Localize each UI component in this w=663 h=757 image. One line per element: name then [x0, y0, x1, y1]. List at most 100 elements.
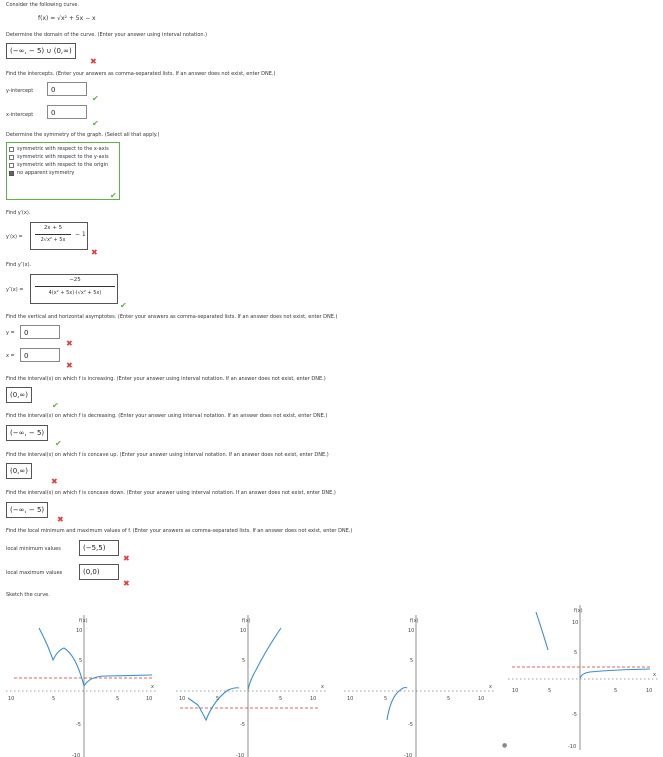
decreasing-prompt: Find the interval(s) on which f is decre…: [6, 413, 328, 419]
function-definition: f(x) = √x² + 5x − x: [38, 15, 96, 22]
local-max-answer[interactable]: (0,0): [79, 564, 119, 580]
tick-label: 5: [116, 696, 119, 702]
curve: [386, 686, 408, 721]
increasing-prompt: Find the interval(s) on which f is incre…: [6, 376, 326, 382]
fprime-prompt: Find y′(x).: [6, 210, 31, 216]
tick-label: 10: [8, 696, 14, 702]
decreasing-answer[interactable]: (−∞, − 5): [6, 425, 49, 441]
increasing-answer[interactable]: (0,∞): [6, 387, 32, 403]
tick-label: -10: [72, 753, 80, 757]
sketch-option-graph-1[interactable]: f(x) 10 5 10 5 5 10 x -5 -10: [6, 610, 156, 757]
asymptotes-prompt: Find the vertical and horizontal asympto…: [6, 314, 338, 320]
tick-label: 5: [216, 696, 219, 702]
wrong-icon: ✖: [91, 248, 98, 257]
correct-icon: ✔: [55, 439, 62, 448]
extrema-prompt: Find the local minimum and maximum value…: [6, 528, 353, 534]
checkbox[interactable]: [9, 154, 14, 160]
y-intercept-input[interactable]: 0: [47, 82, 87, 96]
wrong-icon: ✖: [66, 361, 73, 370]
wrong-icon: ✖: [57, 515, 64, 524]
x-axis-label: x: [653, 672, 656, 678]
x-intercept-input[interactable]: 0: [47, 105, 87, 119]
asymptote-y-label: y =: [6, 330, 15, 336]
curve: [187, 687, 240, 722]
fraction-bar: [35, 286, 115, 287]
correct-icon: ✔: [92, 94, 99, 103]
fdoubleprime-denominator: 4(x² + 5x)·(√x² + 5x): [48, 290, 102, 296]
x-axis-label: x: [321, 684, 324, 690]
wrong-icon: ✖: [123, 579, 130, 588]
y-axis-label: f(x): [79, 618, 88, 624]
curve: [247, 627, 282, 691]
domain-prompt: Determine the domain of the curve. (Ente…: [6, 32, 208, 38]
fdoubleprime-label: y″(x) =: [6, 287, 24, 293]
concave-up-answer[interactable]: (0,∞): [6, 463, 32, 479]
wrong-icon: ✖: [90, 57, 97, 66]
intro-text: Consider the following curve.: [6, 2, 80, 8]
fraction-bar: [35, 234, 71, 235]
correct-icon: ✔: [120, 301, 127, 310]
tick-label: 10: [646, 688, 652, 694]
asymptote-y-input[interactable]: 0: [20, 325, 60, 339]
tick-label: 10: [347, 696, 353, 702]
fdoubleprime-answer[interactable]: −25 4(x² + 5x)·(√x² + 5x): [30, 274, 118, 304]
curve: [535, 611, 549, 651]
sketch-prompt: Sketch the curve.: [6, 592, 50, 598]
tick-label: 10: [478, 696, 484, 702]
fdoubleprime-numerator: −25: [69, 277, 81, 283]
tick-label: 10: [408, 628, 414, 634]
checkbox-checked[interactable]: [9, 170, 14, 176]
checkbox[interactable]: [9, 162, 14, 168]
tick-label: 5: [548, 688, 551, 694]
correct-icon: ✔: [92, 119, 99, 128]
concave-up-prompt: Find the interval(s) on which f is conca…: [6, 452, 329, 458]
concave-down-prompt: Find the interval(s) on which f is conca…: [6, 490, 336, 496]
tick-label: -10: [404, 753, 412, 757]
symmetry-option[interactable]: symmetric with respect to the origin: [7, 161, 119, 169]
tick-label: 5: [410, 658, 413, 664]
x-axis-label: x: [489, 684, 492, 690]
local-min-answer[interactable]: (−5,5): [79, 540, 119, 556]
symmetry-option[interactable]: symmetric with respect to the x-axis: [7, 145, 119, 153]
fprime-answer[interactable]: 2x + 5 2√x² + 5x − 1: [30, 222, 88, 250]
tick-label: -5: [76, 722, 81, 728]
tick-label: 5: [52, 696, 55, 702]
x-intercept-label: x-intercept: [6, 112, 34, 118]
asymptote-x-input[interactable]: 0: [20, 348, 60, 362]
wrong-icon: ✖: [66, 339, 73, 348]
checkbox[interactable]: [9, 146, 14, 152]
fprime-label: y′(x) =: [6, 234, 23, 240]
local-min-label: local minimum values: [6, 546, 61, 552]
tick-label: -5: [572, 712, 577, 718]
fdoubleprime-prompt: Find y″(x).: [6, 262, 32, 268]
tick-label: 5: [79, 658, 82, 664]
y-axis-label: f(x): [410, 618, 419, 624]
tick-label: 5: [574, 650, 577, 656]
tick-label: 10: [512, 688, 518, 694]
wrong-icon: ✖: [123, 554, 130, 563]
symmetry-prompt: Determine the symmetry of the graph. (Se…: [6, 132, 160, 138]
tick-label: 10: [179, 696, 185, 702]
symmetry-option[interactable]: symmetric with respect to the y-axis: [7, 153, 119, 161]
curve: [38, 627, 153, 688]
correct-icon: ✔: [52, 401, 59, 410]
tick-label: 5: [384, 696, 387, 702]
symmetry-options: symmetric with respect to the x-axis sym…: [6, 142, 120, 200]
symmetry-option[interactable]: no apparent symmetry: [7, 169, 119, 177]
asymptote-x-label: x =: [6, 353, 15, 359]
concave-down-answer[interactable]: (−∞, − 5): [6, 502, 49, 518]
selected-radio-icon[interactable]: ●: [502, 742, 508, 749]
wrong-icon: ✖: [51, 477, 58, 486]
fprime-numerator: 2x + 5: [43, 225, 63, 231]
curve: [579, 668, 651, 679]
domain-answer[interactable]: (−∞, − 5) ∪ (0,∞): [6, 43, 76, 59]
local-max-label: local maximum values: [6, 570, 63, 576]
y-axis-label: f(x): [574, 608, 583, 614]
sketch-option-graph-4[interactable]: f(x) 10 5 10 5 5 10 x -5 -10: [508, 600, 658, 750]
y-axis-label: f(x): [242, 618, 251, 624]
sketch-option-graph-3[interactable]: f(x) 10 5 10 5 5 10 x -5 -10: [344, 610, 494, 757]
fprime-tail: − 1: [75, 231, 86, 238]
sketch-option-graph-2[interactable]: f(x) 10 5 10 5 5 10 x -5 -10: [176, 610, 326, 757]
tick-label: -10: [236, 753, 244, 757]
tick-label: 5: [242, 658, 245, 664]
